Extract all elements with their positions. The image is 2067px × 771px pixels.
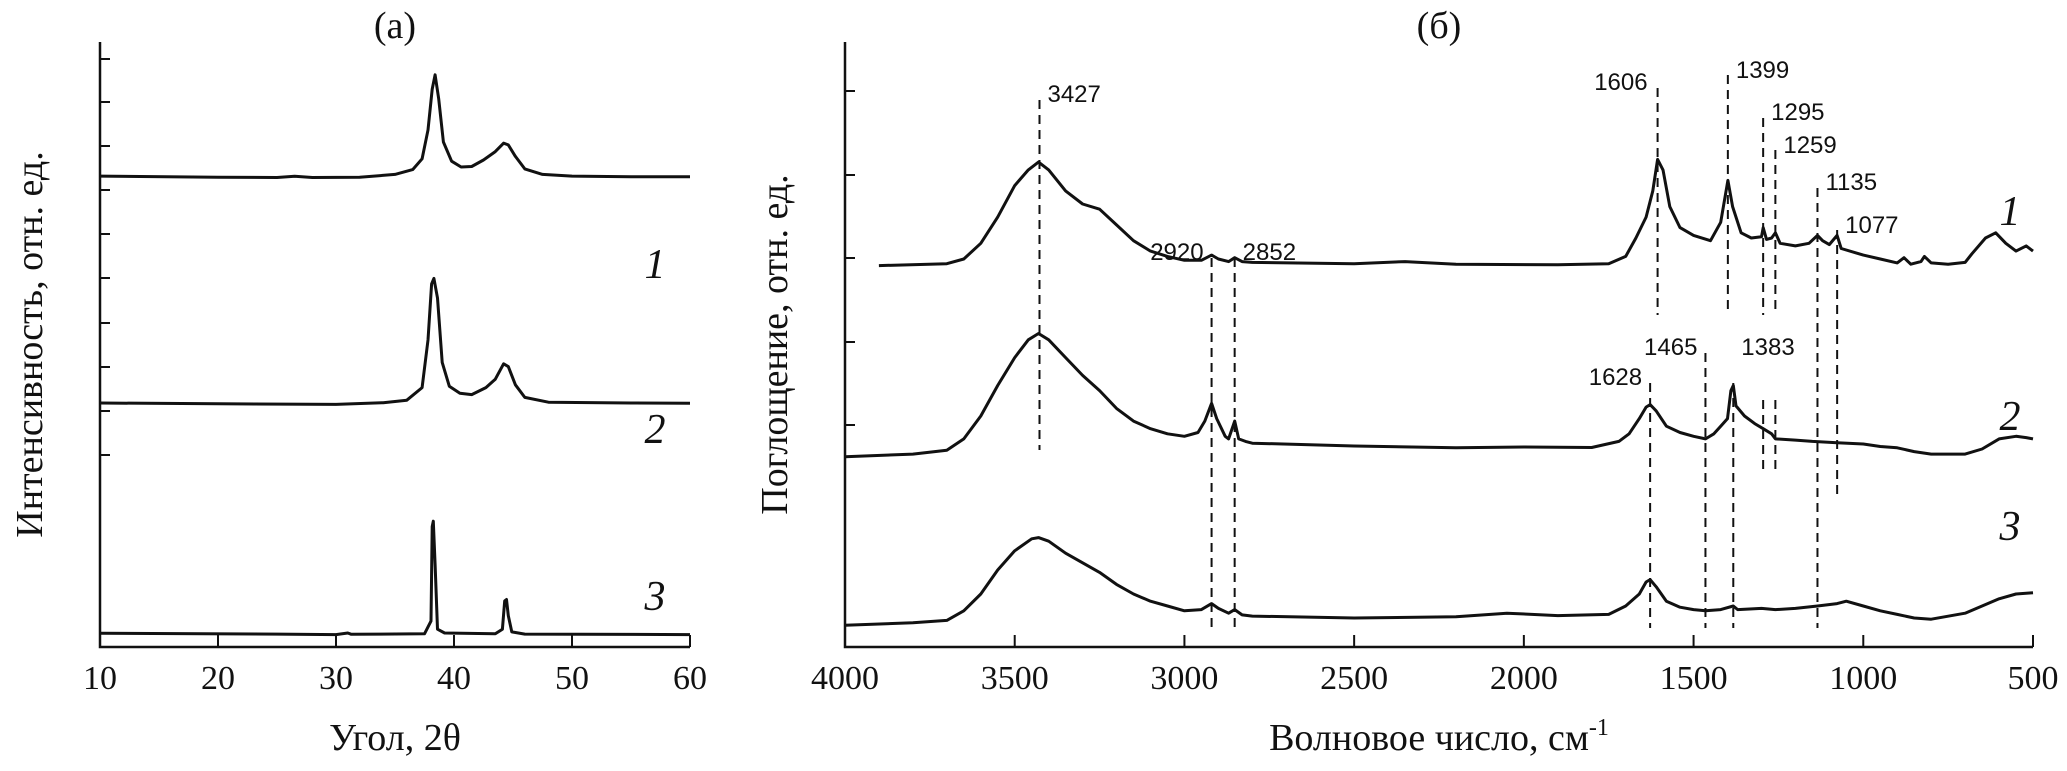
x-tick-label: 1000 bbox=[1829, 660, 1897, 697]
peak-label-1077: 1077 bbox=[1845, 212, 1898, 239]
panel-b-series-labels: 1 2 3 bbox=[1999, 189, 2021, 550]
series-3-line bbox=[99, 519, 691, 637]
series-1-line bbox=[878, 157, 2034, 268]
series-2-label: 2 bbox=[2000, 394, 2021, 440]
x-tick-label: 30 bbox=[319, 660, 353, 697]
series-2-label: 2 bbox=[645, 407, 666, 453]
x-tick-label: 40 bbox=[437, 660, 471, 697]
series-3-label: 3 bbox=[644, 574, 666, 620]
x-tick-label: 60 bbox=[673, 660, 707, 697]
panel-b-y-axis-label: Поглощение, отн. ед. bbox=[754, 174, 796, 514]
peak-label-1135: 1135 bbox=[1825, 169, 1877, 196]
panel-b-x-axis-label: Волновое число, см-1 bbox=[1269, 715, 1609, 759]
panel-a-x-ticks: 10 20 30 40 50 60 bbox=[83, 635, 707, 697]
panel-b: (б) 4000 3500 3000 2500 2000 1500 1000 500 3427… bbox=[754, 5, 2059, 759]
panel-a-y-ticks bbox=[100, 58, 110, 456]
series-1-label: 1 bbox=[645, 242, 666, 288]
peak-label-1465: 1465 bbox=[1644, 334, 1697, 361]
panel-b-x-ticks: 4000 3500 3000 2500 2000 1500 1000 500 bbox=[811, 635, 2059, 697]
panel-b-x-axis-label-superscript: -1 bbox=[1589, 715, 1609, 741]
x-tick-label: 500 bbox=[2008, 660, 2059, 697]
x-tick-label: 3500 bbox=[981, 660, 1049, 697]
x-tick-label: 20 bbox=[201, 660, 235, 697]
panel-a-y-axis-label: Интенсивность, отн. ед. bbox=[9, 151, 51, 537]
x-tick-label: 2500 bbox=[1320, 660, 1388, 697]
series-3-line bbox=[844, 536, 2034, 627]
peak-label-1295: 1295 bbox=[1771, 99, 1824, 126]
peak-label-1383: 1383 bbox=[1741, 334, 1794, 361]
peak-label-1399: 1399 bbox=[1736, 57, 1789, 84]
x-tick-label: 10 bbox=[83, 660, 117, 697]
panel-a-series-labels: 1 2 3 bbox=[644, 242, 666, 620]
series-2-line bbox=[844, 332, 2034, 459]
x-tick-label: 3000 bbox=[1150, 660, 1218, 697]
panel-b-y-ticks bbox=[845, 90, 855, 426]
panel-a-label: (а) bbox=[374, 5, 416, 47]
panel-a-series bbox=[99, 73, 691, 637]
series-3-label: 3 bbox=[1999, 504, 2021, 550]
panel-b-label: (б) bbox=[1417, 5, 1462, 47]
panel-a-x-axis-label: Угол, 2θ bbox=[329, 717, 461, 759]
peak-label-1628: 1628 bbox=[1589, 364, 1642, 391]
panel-a-axes-frame bbox=[98, 42, 690, 649]
series-1-line bbox=[99, 73, 690, 179]
series-2-line bbox=[99, 276, 691, 406]
panel-b-x-axis-label-text: Волновое число, см bbox=[1269, 717, 1589, 759]
peak-label-1259: 1259 bbox=[1783, 132, 1836, 159]
panel-b-series bbox=[844, 157, 2034, 627]
x-tick-label: 50 bbox=[555, 660, 589, 697]
peak-label-3427: 3427 bbox=[1047, 81, 1100, 108]
x-tick-label: 2000 bbox=[1490, 660, 1558, 697]
panel-a: (а) 10 20 30 40 50 60 1 2 3 Угол, 2θ Интенсивно… bbox=[9, 5, 707, 759]
x-tick-label: 1500 bbox=[1660, 660, 1728, 697]
series-1-label: 1 bbox=[2000, 189, 2021, 235]
peak-label-1606: 1606 bbox=[1594, 69, 1647, 96]
x-tick-label: 4000 bbox=[811, 660, 879, 697]
